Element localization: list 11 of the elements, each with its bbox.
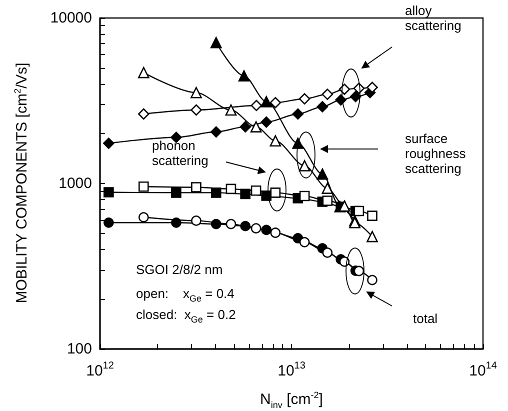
- y-tick-label: 100: [66, 340, 92, 358]
- x-axis-title: N$_{inv}$ [cm$^{-2}$]: [259, 389, 324, 411]
- annotation: SGOI 2/8/2 nm: [136, 262, 223, 277]
- annotation: phonon scattering: [152, 138, 208, 168]
- annotation: total: [413, 311, 438, 326]
- annotation: closed: x$_{Ge}$ = 0.2: [136, 307, 236, 327]
- y-tick-label: 10000: [50, 10, 92, 26]
- y-tick-label: 1000: [58, 175, 92, 192]
- annotation: open: x$_{Ge}$ = 0.4: [136, 286, 234, 306]
- annotation: alloy scattering: [405, 3, 462, 33]
- annotation: surface roughness scattering: [405, 131, 466, 176]
